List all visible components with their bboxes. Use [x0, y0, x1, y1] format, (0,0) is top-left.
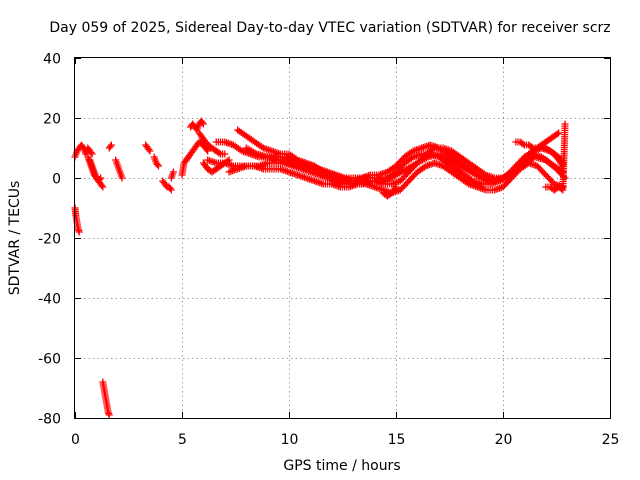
data-point	[528, 143, 536, 151]
data-point	[169, 168, 177, 176]
data-point	[392, 183, 400, 191]
y-tick-label: 0	[52, 172, 61, 188]
x-tick-label: 25	[602, 432, 620, 448]
y-tick-label: 40	[43, 52, 61, 68]
data-point	[199, 120, 207, 128]
data-point	[553, 130, 561, 138]
y-tick-label: 20	[43, 112, 61, 128]
data-point	[96, 176, 104, 183]
data-point	[162, 182, 170, 189]
data-point	[221, 150, 229, 158]
data-point	[106, 143, 114, 150]
data-point	[166, 185, 174, 192]
y-tick-label: -60	[38, 352, 61, 368]
data-point	[215, 149, 223, 157]
x-tick-label: 10	[281, 432, 299, 448]
data-point	[167, 186, 175, 194]
data-point	[154, 162, 162, 170]
data-point	[204, 147, 212, 155]
grid	[75, 58, 610, 418]
data-point	[105, 411, 113, 419]
y-tick-label: -40	[38, 292, 61, 308]
data-point	[555, 129, 563, 137]
data-point	[146, 147, 154, 155]
data-point	[561, 120, 569, 128]
data-point	[145, 146, 153, 153]
data-point	[391, 185, 399, 192]
data-point	[557, 185, 565, 193]
series-marks	[71, 117, 569, 419]
data-point	[107, 141, 115, 149]
x-tick-label: 0	[71, 432, 80, 448]
y-axis-label: SDTVAR / TECUs	[7, 181, 23, 296]
data-point	[97, 174, 105, 182]
x-tick-label: 20	[495, 432, 513, 448]
y-tick-label: -20	[38, 232, 61, 248]
x-tick-label: 15	[388, 432, 406, 448]
axis-ticks: -80 -60 -40 -20 0 20 40 0 5 10 15 20 25	[38, 52, 619, 449]
y-tick-label: -80	[38, 412, 61, 428]
data-point	[99, 183, 107, 191]
x-tick-label: 5	[178, 432, 187, 448]
x-axis-label: GPS time / hours	[283, 458, 400, 474]
data-point	[519, 140, 527, 148]
data-point	[198, 119, 206, 126]
data-point	[98, 182, 106, 189]
data-point	[118, 174, 126, 182]
plot-frame	[74, 57, 611, 419]
chart-title: Day 059 of 2025, Sidereal Day-to-day VTE…	[49, 20, 610, 36]
data-point	[87, 149, 95, 156]
data-point	[75, 228, 83, 236]
data-point	[88, 150, 96, 158]
data-point	[153, 161, 161, 168]
data-point	[225, 156, 233, 164]
